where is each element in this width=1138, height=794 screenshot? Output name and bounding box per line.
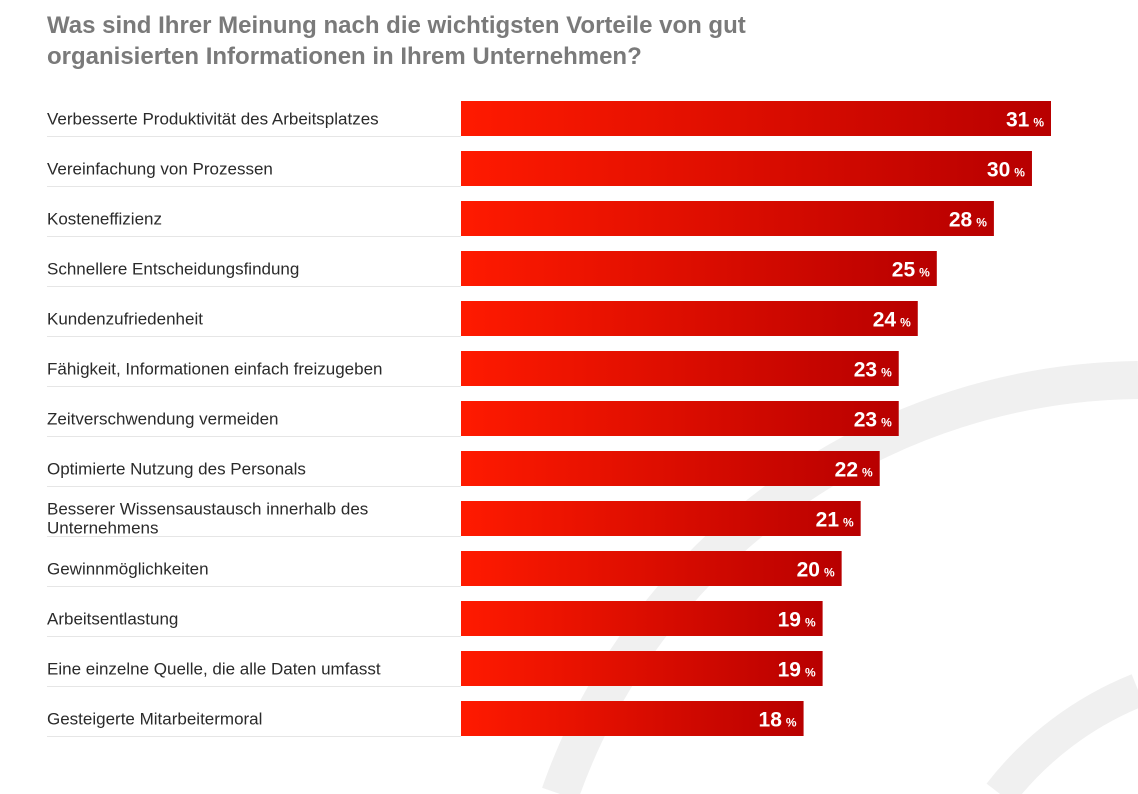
bar: [461, 401, 899, 436]
category-label: Schnellere Entscheidungsfindung: [47, 260, 299, 279]
value-label: 21%: [816, 509, 854, 532]
category-label: Gesteigerte Mitarbeitermoral: [47, 710, 262, 729]
chart-title: Was sind Ihrer Meinung nach die wichtigs…: [47, 12, 746, 70]
value-label: 18%: [759, 709, 797, 732]
category-label: Kundenzufriedenheit: [47, 310, 203, 329]
background-arc-outer: [542, 361, 1138, 794]
category-label: Optimierte Nutzung des Personals: [47, 460, 306, 479]
category-label: Besserer Wissensaustausch innerhalb des U…: [47, 500, 368, 538]
value-label: 23%: [854, 409, 892, 432]
value-label: 23%: [854, 359, 892, 382]
bar: [461, 701, 804, 736]
value-label: 19%: [778, 659, 816, 682]
value-label: 19%: [778, 609, 816, 632]
category-label: Verbesserte Produktivität des Arbeitspla…: [47, 110, 379, 129]
category-label: Vereinfachung von Prozessen: [47, 160, 273, 179]
background-arc-inner: [986, 674, 1138, 794]
value-label: 30%: [987, 159, 1025, 182]
bar: [461, 451, 880, 486]
category-label: Gewinnmöglichkeiten: [47, 560, 209, 579]
value-label: 25%: [892, 259, 930, 282]
value-label: 28%: [949, 209, 987, 232]
value-label: 31%: [1006, 109, 1044, 132]
bar: [461, 251, 937, 286]
bar: [461, 151, 1032, 186]
category-label: Kosteneffizienz: [47, 210, 162, 229]
value-label: 22%: [835, 459, 873, 482]
category-label: Fähigkeit, Informationen einfach freizug…: [47, 360, 382, 379]
bar: [461, 301, 918, 336]
value-label: 20%: [797, 559, 835, 582]
bar: [461, 651, 823, 686]
bar: [461, 551, 842, 586]
bar: [461, 351, 899, 386]
bar: [461, 101, 1051, 136]
bar-rows: Verbesserte Produktivität des Arbeitspla…: [47, 101, 1051, 737]
category-label: Eine einzelne Quelle, die alle Daten umf…: [47, 660, 381, 679]
bar: [461, 201, 994, 236]
bar: [461, 501, 861, 536]
value-label: 24%: [873, 309, 911, 332]
bar: [461, 601, 823, 636]
category-label: Zeitverschwendung vermeiden: [47, 410, 279, 429]
category-label: Arbeitsentlastung: [47, 610, 178, 629]
